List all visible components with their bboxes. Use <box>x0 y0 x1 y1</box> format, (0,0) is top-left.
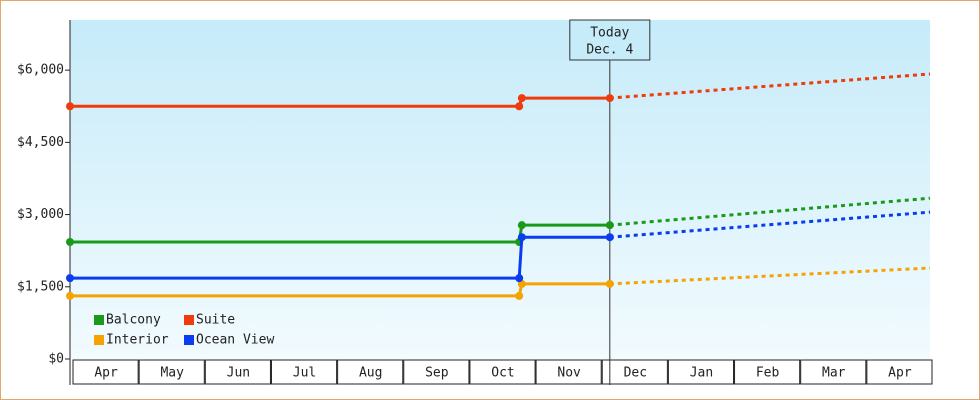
series-line <box>70 235 610 280</box>
point <box>66 238 74 247</box>
y-tick-label: $1,500 <box>17 279 64 294</box>
x-tick-box <box>734 359 801 385</box>
series-line <box>70 282 610 298</box>
y-tick-label: $0 <box>48 352 64 367</box>
x-tick-label: Apr <box>888 366 912 381</box>
point <box>515 102 524 111</box>
point <box>517 233 526 242</box>
x-tick-label: Oct <box>491 366 514 381</box>
series-forecast <box>609 266 931 286</box>
x-tick-box <box>601 359 668 385</box>
x-tick-box <box>535 359 602 385</box>
x-tick-box <box>72 359 139 385</box>
plot-area <box>70 20 930 359</box>
x-tick-label: Feb <box>756 366 780 381</box>
today-box <box>569 19 651 61</box>
legend-label: Balcony <box>106 313 161 328</box>
today-label: Today <box>590 26 629 41</box>
x-tick-box <box>138 359 205 385</box>
legend-swatch <box>184 315 194 325</box>
legend-swatch <box>94 315 104 325</box>
point <box>605 233 614 242</box>
series-line <box>70 96 610 108</box>
point <box>605 221 614 230</box>
x-tick-box <box>403 359 470 385</box>
x-tick-label: Jul <box>293 366 316 381</box>
x-tick-label: May <box>160 366 184 381</box>
point <box>605 279 614 288</box>
x-tick-label: Nov <box>557 366 581 381</box>
x-tick-box <box>667 359 735 385</box>
x-tick-box <box>337 359 404 385</box>
x-tick-label: Jun <box>227 366 250 381</box>
series-forecast <box>609 210 931 239</box>
today-label: Dec. 4 <box>586 43 633 58</box>
y-tick-label: $6,000 <box>17 63 64 78</box>
point <box>66 102 74 111</box>
x-tick-box <box>204 359 271 385</box>
point <box>517 94 526 103</box>
x-tick-label: Aug <box>359 366 382 381</box>
x-tick-label: Jan <box>690 366 713 381</box>
point <box>517 221 526 230</box>
x-tick-box <box>469 359 536 385</box>
x-tick-box <box>270 359 338 385</box>
x-tick-label: Mar <box>822 366 846 381</box>
y-tick-label: $4,500 <box>17 135 64 150</box>
legend-label: Suite <box>196 313 235 328</box>
point <box>515 291 524 300</box>
legend-swatch <box>184 335 194 345</box>
point <box>515 274 524 283</box>
legend-label: Interior <box>106 333 169 348</box>
x-tick-label: Apr <box>94 366 118 381</box>
legend-swatch <box>94 335 104 345</box>
x-tick-label: Sep <box>425 366 449 381</box>
y-tick-label: $3,000 <box>17 207 64 222</box>
x-tick-box <box>866 359 933 385</box>
point <box>66 274 74 283</box>
x-tick-label: Dec <box>624 366 647 381</box>
point <box>66 291 74 300</box>
point <box>605 94 614 103</box>
x-tick-box <box>800 359 867 385</box>
series-forecast <box>609 196 931 227</box>
series-forecast <box>609 72 931 100</box>
legend-label: Ocean View <box>196 333 274 348</box>
